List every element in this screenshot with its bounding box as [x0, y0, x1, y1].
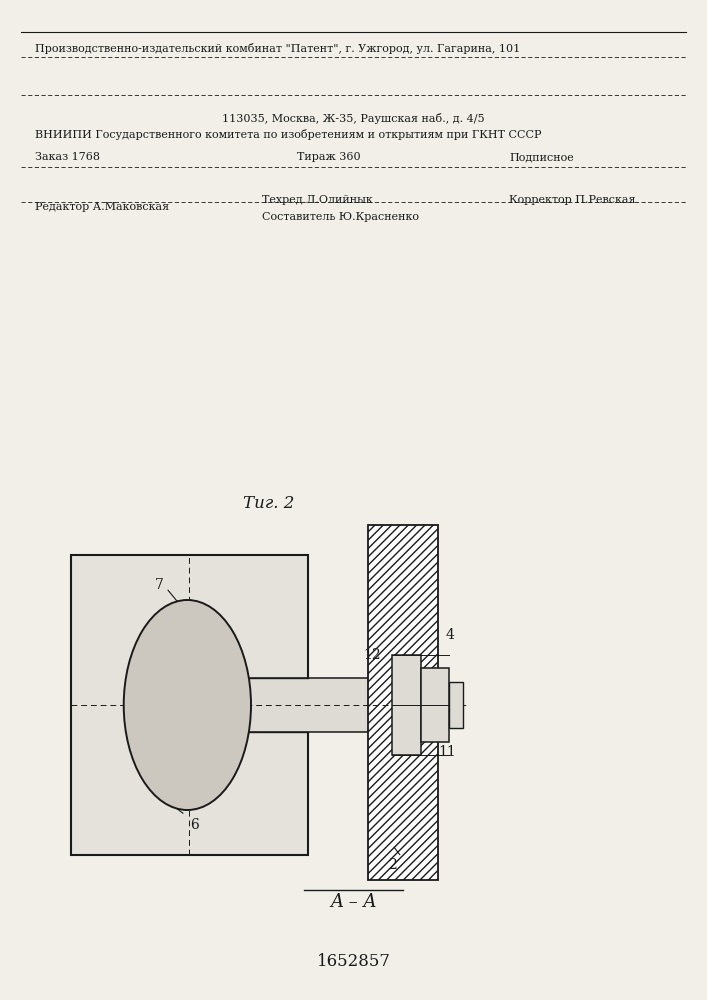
Text: Производственно-издательский комбинат "Патент", г. Ужгород, ул. Гагарина, 101: Производственно-издательский комбинат "П…	[35, 42, 520, 53]
Bar	[421, 668, 449, 742]
Bar	[247, 678, 392, 732]
Text: Редактор А.Маковская: Редактор А.Маковская	[35, 202, 170, 212]
Bar	[368, 525, 438, 880]
Text: Подписное: Подписное	[509, 152, 574, 162]
Ellipse shape	[124, 600, 251, 810]
Text: 1652857: 1652857	[317, 954, 390, 970]
Text: Корректор П.Ревская: Корректор П.Ревская	[509, 195, 636, 205]
Text: 11: 11	[438, 745, 456, 759]
Text: 7: 7	[155, 578, 163, 592]
Text: Τиг. 2: Τиг. 2	[243, 494, 294, 512]
Text: Техред Л.Олийнык: Техред Л.Олийнык	[262, 195, 373, 205]
Text: 2: 2	[388, 858, 397, 872]
Text: 12: 12	[364, 648, 381, 662]
Text: Составитель Ю.Красненко: Составитель Ю.Красненко	[262, 212, 419, 222]
Text: Заказ 1768: Заказ 1768	[35, 152, 100, 162]
Text: A – A: A – A	[330, 893, 377, 911]
Bar	[449, 682, 463, 728]
Text: Тираж 360: Тираж 360	[297, 152, 361, 162]
Text: 4: 4	[446, 628, 455, 642]
Text: 113035, Москва, Ж-35, Раушская наб., д. 4/5: 113035, Москва, Ж-35, Раушская наб., д. …	[222, 112, 485, 123]
Text: ВНИИПИ Государственного комитета по изобретениям и открытиям при ГКНТ СССР: ВНИИПИ Государственного комитета по изоб…	[35, 128, 542, 139]
Bar	[368, 525, 438, 880]
Bar	[71, 555, 308, 855]
Text: 6: 6	[190, 818, 199, 832]
Bar	[392, 655, 421, 755]
